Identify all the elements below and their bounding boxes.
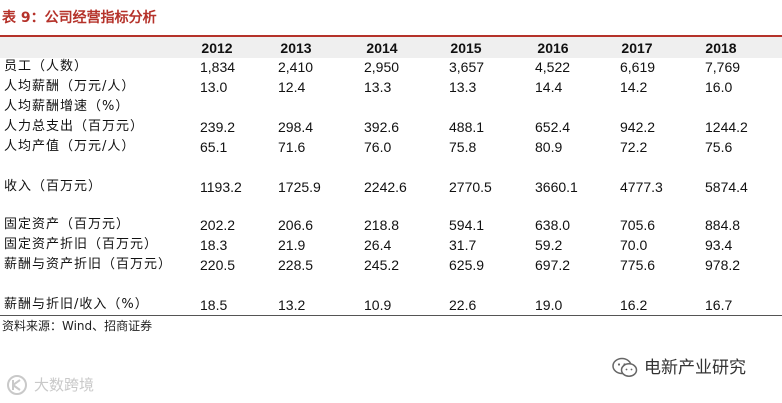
table-cell: 942.2 — [620, 119, 656, 135]
table-cell: 13.2 — [278, 297, 306, 313]
table-cell: 65.1 — [200, 139, 228, 155]
table-cell: 31.7 — [449, 237, 477, 253]
table-cell: 1244.2 — [705, 119, 748, 135]
table-cell: 93.4 — [705, 237, 733, 253]
table-cell: 2,410 — [278, 59, 314, 75]
row-label: 人均薪酬（万元/人） — [4, 79, 136, 94]
table-cell: 2242.6 — [364, 179, 407, 195]
table-cell: 14.4 — [535, 79, 563, 95]
year-header: 2012 — [201, 40, 233, 56]
row-label: 人力总支出（百万元） — [4, 119, 145, 134]
row-label: 薪酬与折旧/收入（%） — [4, 297, 149, 312]
table-cell: 705.6 — [620, 217, 656, 233]
header-top-rule — [0, 35, 782, 37]
year-header: 2014 — [366, 40, 398, 56]
table-cell: 71.6 — [278, 139, 306, 155]
table-cell: 245.2 — [364, 257, 400, 273]
table-cell: 4,522 — [535, 59, 571, 75]
brand-logo-icon — [7, 375, 27, 395]
table-cell: 978.2 — [705, 257, 741, 273]
watermark-right-text: 电新产业研究 — [644, 358, 746, 378]
header-band — [0, 37, 782, 58]
table-cell: 26.4 — [364, 237, 392, 253]
watermark-right: 电新产业研究 — [612, 350, 746, 386]
row-label: 收入（百万元） — [4, 179, 103, 194]
table-cell: 75.6 — [705, 139, 733, 155]
year-header: 2016 — [537, 40, 569, 56]
table-cell: 13.3 — [364, 79, 392, 95]
table-cell: 1193.2 — [200, 179, 242, 195]
table-cell: 594.1 — [449, 217, 485, 233]
table-cell: 1,834 — [200, 59, 236, 75]
table-cell: 638.0 — [535, 217, 571, 233]
table-cell: 884.8 — [705, 217, 741, 233]
table-cell: 76.0 — [364, 139, 392, 155]
table-cell: 652.4 — [535, 119, 571, 135]
table-cell: 13.3 — [449, 79, 477, 95]
table-cell: 1725.9 — [278, 179, 321, 195]
watermark-left: 大数跨境 — [6, 372, 94, 398]
table-cell: 14.2 — [620, 79, 648, 95]
table-cell: 16.7 — [705, 297, 733, 313]
table-cell: 10.9 — [364, 297, 392, 313]
year-header: 2013 — [280, 40, 312, 56]
table-cell: 12.4 — [278, 79, 306, 95]
row-label: 固定资产（百万元） — [4, 217, 131, 232]
table-cell: 18.5 — [200, 297, 228, 313]
watermark-left-text: 大数跨境 — [34, 376, 95, 394]
row-label: 薪酬与资产折旧（百万元） — [4, 257, 173, 272]
table-cell: 19.0 — [535, 297, 563, 313]
row-label: 人均薪酬增速（%） — [4, 99, 130, 114]
wechat-icon — [612, 357, 638, 377]
source-note: 资料来源：Wind、招商证券 — [2, 319, 153, 333]
row-label: 员工（人数） — [4, 59, 89, 74]
table-cell: 239.2 — [200, 119, 236, 135]
table-cell: 206.6 — [278, 217, 314, 233]
row-label: 固定资产折旧（百万元） — [4, 237, 159, 252]
table-cell: 775.6 — [620, 257, 656, 273]
table-cell: 202.2 — [200, 217, 236, 233]
table-cell: 13.0 — [200, 79, 228, 95]
year-header: 2018 — [705, 40, 737, 56]
table-cell: 21.9 — [278, 237, 306, 253]
table-cell: 22.6 — [449, 297, 477, 313]
table-bottom-rule — [0, 315, 782, 316]
table-cell: 298.4 — [278, 119, 314, 135]
table-cell: 18.3 — [200, 237, 228, 253]
table-cell: 59.2 — [535, 237, 563, 253]
table-cell: 697.2 — [535, 257, 571, 273]
table-cell: 220.5 — [200, 257, 236, 273]
table-cell: 16.2 — [620, 297, 648, 313]
table-cell: 70.0 — [620, 237, 648, 253]
table-cell: 16.0 — [705, 79, 733, 95]
table-cell: 3660.1 — [535, 179, 578, 195]
table-cell: 2770.5 — [449, 179, 492, 195]
table-cell: 80.9 — [535, 139, 563, 155]
table-title: 表 9：公司经营指标分析 — [2, 10, 157, 26]
table-cell: 6,619 — [620, 59, 656, 75]
table-cell: 218.8 — [364, 217, 400, 233]
table-cell: 228.5 — [278, 257, 314, 273]
table-cell: 7,769 — [705, 59, 741, 75]
table-cell: 625.9 — [449, 257, 485, 273]
row-label: 人均产值（万元/人） — [4, 139, 136, 154]
table-cell: 5874.4 — [705, 179, 748, 195]
table-cell: 4777.3 — [620, 179, 663, 195]
table-cell: 488.1 — [449, 119, 485, 135]
year-header: 2017 — [621, 40, 653, 56]
table-cell: 75.8 — [449, 139, 477, 155]
table-cell: 72.2 — [620, 139, 648, 155]
year-header: 2015 — [450, 40, 482, 56]
table-cell: 2,950 — [364, 59, 400, 75]
table-cell: 3,657 — [449, 59, 485, 75]
table-cell: 392.6 — [364, 119, 400, 135]
